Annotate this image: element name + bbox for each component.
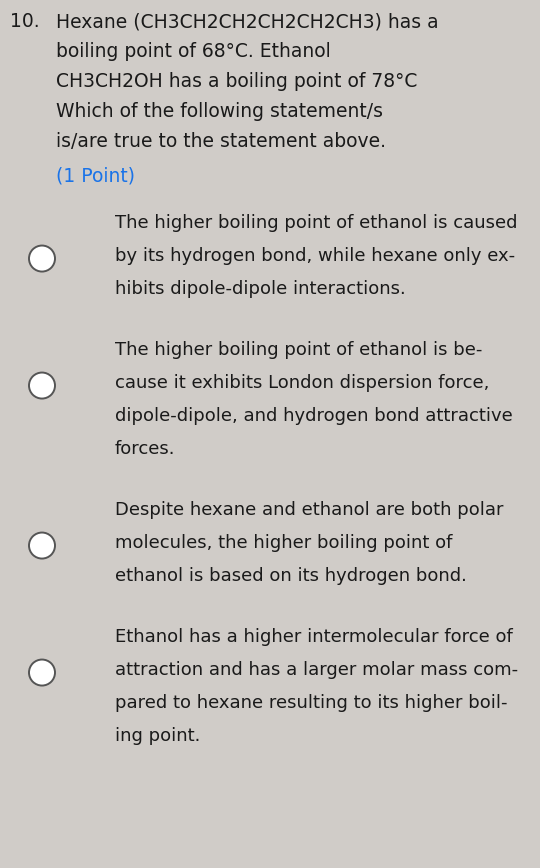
Text: forces.: forces. [115,440,176,458]
Text: Despite hexane and ethanol are both polar: Despite hexane and ethanol are both pola… [115,501,503,519]
Text: ing point.: ing point. [115,727,200,745]
Circle shape [29,372,55,398]
Text: cause it exhibits London dispersion force,: cause it exhibits London dispersion forc… [115,374,489,392]
Text: Ethanol has a higher intermolecular force of: Ethanol has a higher intermolecular forc… [115,628,513,646]
Text: molecules, the higher boiling point of: molecules, the higher boiling point of [115,534,453,552]
Text: attraction and has a larger molar mass com-: attraction and has a larger molar mass c… [115,661,518,679]
Text: (1 Point): (1 Point) [56,166,135,185]
Text: CH3CH2OH has a boiling point of 78°C: CH3CH2OH has a boiling point of 78°C [56,72,417,91]
Text: pared to hexane resulting to its higher boil-: pared to hexane resulting to its higher … [115,694,508,712]
Text: The higher boiling point of ethanol is caused: The higher boiling point of ethanol is c… [115,214,517,232]
Circle shape [29,533,55,558]
Circle shape [29,246,55,272]
Text: Which of the following statement/s: Which of the following statement/s [56,102,383,121]
Circle shape [29,660,55,686]
Text: The higher boiling point of ethanol is be-: The higher boiling point of ethanol is b… [115,341,482,359]
Text: hibits dipole-dipole interactions.: hibits dipole-dipole interactions. [115,280,406,298]
Text: boiling point of 68°C. Ethanol: boiling point of 68°C. Ethanol [56,42,330,61]
Text: by its hydrogen bond, while hexane only ex-: by its hydrogen bond, while hexane only … [115,247,515,265]
Text: is/are true to the statement above.: is/are true to the statement above. [56,132,386,151]
Text: Hexane (CH3CH2CH2CH2CH2CH3) has a: Hexane (CH3CH2CH2CH2CH2CH3) has a [56,12,438,31]
Text: dipole-dipole, and hydrogen bond attractive: dipole-dipole, and hydrogen bond attract… [115,407,513,425]
Text: 10.: 10. [10,12,39,31]
Text: ethanol is based on its hydrogen bond.: ethanol is based on its hydrogen bond. [115,567,467,585]
